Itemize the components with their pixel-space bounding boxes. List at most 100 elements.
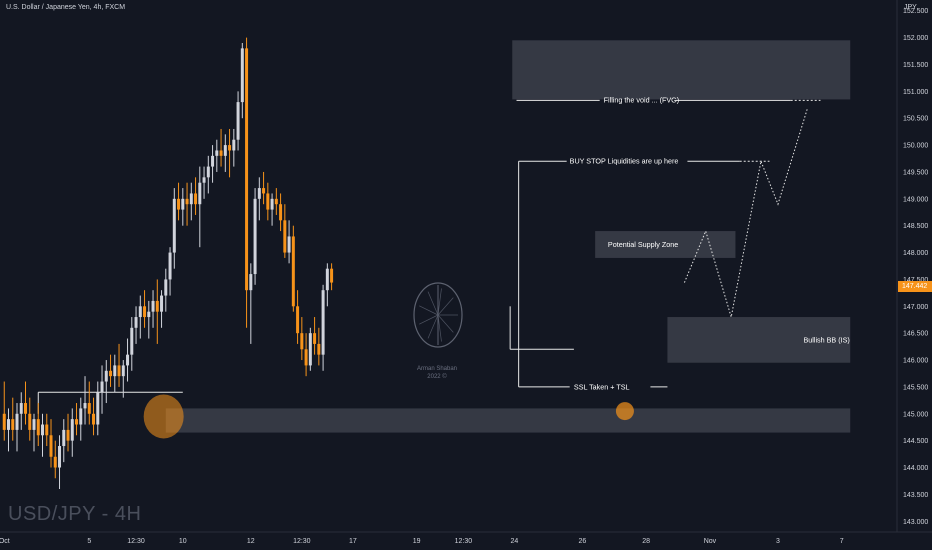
candle-body-2 bbox=[11, 419, 15, 430]
zone-1 bbox=[595, 231, 736, 258]
candle-body-33 bbox=[143, 306, 147, 318]
y-tick-label-4: 150.500 bbox=[903, 116, 928, 123]
candle-body-56 bbox=[240, 48, 244, 103]
candle-body-10 bbox=[45, 424, 49, 436]
candle-body-51 bbox=[219, 150, 223, 156]
y-tick-label-3: 151.000 bbox=[903, 89, 928, 96]
annotation-labels: Filling the void ... (FVG) Potential Supp… bbox=[570, 95, 850, 391]
x-tick-label-10: 26 bbox=[579, 538, 587, 545]
candle-body-43 bbox=[185, 198, 189, 205]
candle-body-34 bbox=[147, 311, 151, 318]
zone-2 bbox=[667, 317, 851, 363]
candle-body-54 bbox=[232, 139, 236, 151]
y-tick-label-19: 143.000 bbox=[903, 519, 928, 526]
candle-body-27 bbox=[117, 365, 121, 377]
candle-body-53 bbox=[228, 145, 232, 151]
candle-body-3 bbox=[15, 413, 19, 430]
candle-body-35 bbox=[151, 300, 155, 312]
candle-body-30 bbox=[130, 327, 134, 355]
logo-ray-7 bbox=[437, 288, 442, 316]
zone-label-1: Potential Supply Zone bbox=[608, 240, 678, 249]
y-tick-label-0: 152.500 bbox=[903, 8, 928, 15]
logo-ray-2 bbox=[437, 314, 442, 342]
logo-ray-4 bbox=[419, 314, 439, 325]
candle-body-52 bbox=[223, 145, 227, 156]
logo-text: Arman Shaban 2022 © bbox=[405, 365, 469, 381]
logo-name: Arman Shaban bbox=[416, 366, 458, 372]
zone-label-2: Bullish BB (IS) bbox=[803, 335, 849, 344]
projection-path bbox=[683, 107, 809, 318]
x-tick-label-14: 7 bbox=[840, 538, 844, 545]
logo-ray-6 bbox=[427, 291, 439, 316]
candle-body-71 bbox=[304, 349, 308, 366]
candle-body-13 bbox=[58, 446, 62, 468]
candle-body-11 bbox=[49, 435, 53, 457]
candle-body-40 bbox=[172, 198, 176, 253]
last-price-tag: 147.442 bbox=[898, 281, 932, 292]
candle-body-42 bbox=[181, 198, 185, 210]
x-tick-label-7: 19 bbox=[413, 538, 421, 545]
candle-body-29 bbox=[126, 354, 130, 366]
candle-body-31 bbox=[134, 317, 138, 328]
y-tick-label-10: 147.500 bbox=[903, 277, 928, 284]
y-tick-label-5: 150.000 bbox=[903, 143, 928, 150]
candle-body-73 bbox=[313, 333, 317, 344]
candle-body-39 bbox=[168, 252, 172, 280]
zone-layer bbox=[165, 40, 851, 433]
brain-logo-icon bbox=[413, 282, 463, 348]
x-tick-label-2: 12:30 bbox=[127, 538, 145, 545]
candle-body-24 bbox=[104, 370, 108, 382]
candle-body-7 bbox=[32, 419, 36, 430]
x-tick-label-12: Nov bbox=[704, 538, 717, 545]
y-axis[interactable]: 152.500 152.000 151.500 151.000 150.500 150.0… bbox=[903, 8, 928, 526]
candle-body-60 bbox=[257, 188, 261, 199]
candle-body-63 bbox=[270, 198, 274, 210]
candle-body-62 bbox=[266, 193, 270, 210]
y-tick-label-18: 143.500 bbox=[903, 492, 928, 499]
candle-body-12 bbox=[53, 456, 57, 468]
candle-body-21 bbox=[92, 413, 96, 425]
chart-title: U.S. Dollar / Japanese Yen, 4h, FXCM bbox=[6, 4, 126, 11]
ssl-label: SSL Taken + TSL bbox=[574, 382, 630, 391]
y-tick-label-9: 148.000 bbox=[903, 250, 928, 257]
y-tick-label-1: 152.000 bbox=[903, 35, 928, 42]
liquidity-circle-left bbox=[143, 394, 184, 439]
y-tick-label-6: 149.500 bbox=[903, 169, 928, 176]
candle-body-68 bbox=[291, 236, 295, 307]
candle-body-0 bbox=[2, 413, 6, 430]
candle-body-61 bbox=[262, 188, 266, 194]
candle-body-57 bbox=[245, 48, 249, 291]
candle-body-46 bbox=[198, 182, 202, 205]
y-tick-label-2: 151.500 bbox=[903, 62, 928, 69]
x-tick-label-5: 12:30 bbox=[293, 538, 311, 545]
x-tick-label-1: 5 bbox=[87, 538, 91, 545]
candle-body-26 bbox=[113, 365, 117, 377]
candle-body-5 bbox=[24, 403, 28, 414]
candle-body-37 bbox=[160, 295, 164, 312]
candle-body-72 bbox=[308, 333, 312, 366]
x-tick-label-9: 24 bbox=[510, 538, 518, 545]
y-tick-label-14: 145.500 bbox=[903, 384, 928, 391]
candle-body-9 bbox=[41, 424, 45, 436]
candle-body-50 bbox=[215, 150, 219, 156]
zone-3 bbox=[165, 408, 851, 433]
candle-body-66 bbox=[283, 220, 287, 253]
candle-body-23 bbox=[100, 381, 104, 393]
candle-body-1 bbox=[7, 419, 11, 430]
candle-body-22 bbox=[96, 392, 100, 425]
candle-body-76 bbox=[325, 268, 329, 291]
candle-body-55 bbox=[236, 102, 240, 140]
candle-body-58 bbox=[249, 274, 253, 291]
y-tick-label-11: 147.000 bbox=[903, 304, 928, 311]
candle-body-19 bbox=[83, 403, 87, 409]
candle-body-15 bbox=[66, 429, 70, 441]
candle-body-4 bbox=[19, 403, 23, 414]
symbol-watermark: USD/JPY - 4H bbox=[8, 503, 142, 525]
candle-body-14 bbox=[62, 429, 66, 447]
candle-body-77 bbox=[330, 268, 334, 283]
x-axis[interactable]: Oct 5 12:30 10 12 12:30 17 19 12:30 24 26 28 Nov 3 7 bbox=[0, 538, 844, 545]
candle-body-16 bbox=[70, 419, 74, 441]
candle-body-48 bbox=[206, 166, 210, 178]
candle-body-49 bbox=[211, 155, 215, 167]
